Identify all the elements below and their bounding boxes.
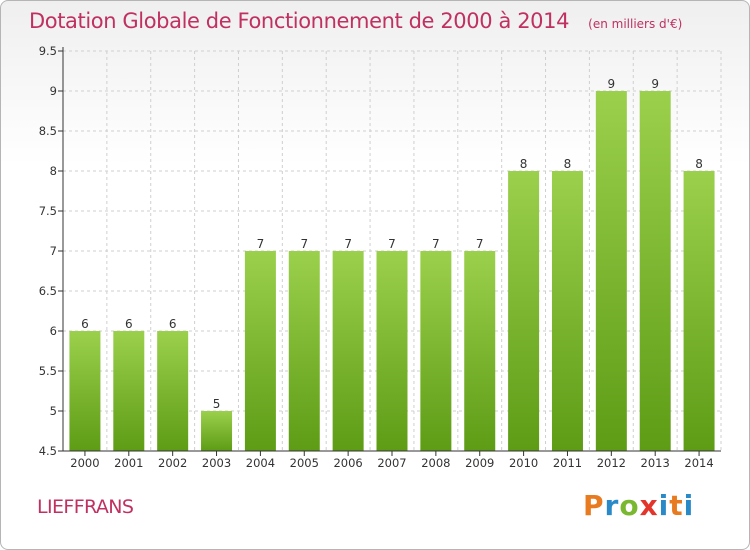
y-tick-label: 7 bbox=[50, 244, 57, 258]
y-tick-label: 5 bbox=[50, 404, 57, 418]
bar bbox=[464, 251, 496, 451]
data-label: 7 bbox=[257, 237, 265, 251]
bar bbox=[639, 91, 671, 451]
y-tick-label: 5.5 bbox=[39, 364, 57, 378]
bar bbox=[551, 171, 583, 451]
commune-name: LIEFFRANS bbox=[37, 496, 134, 518]
x-tick-label: 2014 bbox=[684, 456, 713, 470]
axis-layer: 4.5 5 5.5 6 6.5 7 7.5 8 8.5 9 9.5 2000 2001 2002 2003 2… bbox=[39, 44, 721, 470]
x-tick-label: 2010 bbox=[509, 456, 538, 470]
y-tick-label: 8.5 bbox=[39, 124, 57, 138]
data-label: 9 bbox=[651, 77, 659, 91]
logo-letter: o bbox=[619, 489, 640, 522]
y-tick-label: 6.5 bbox=[39, 284, 57, 298]
bar bbox=[332, 251, 364, 451]
y-tick-label: 9.5 bbox=[39, 44, 57, 58]
y-tick-label: 9 bbox=[50, 84, 57, 98]
logo-letter: t bbox=[669, 489, 684, 522]
data-label: 7 bbox=[344, 237, 352, 251]
data-label: 5 bbox=[213, 397, 221, 411]
bar bbox=[201, 411, 233, 451]
data-label: 9 bbox=[608, 77, 616, 91]
chart-unit: (en milliers d'€) bbox=[588, 17, 683, 31]
bar bbox=[288, 251, 320, 451]
bar bbox=[376, 251, 408, 451]
x-tick-label: 2012 bbox=[597, 456, 626, 470]
logo-letter: P bbox=[583, 489, 605, 522]
chart-title: Dotation Globale de Fonctionnement de 20… bbox=[29, 9, 570, 33]
data-label: 6 bbox=[81, 317, 89, 331]
bar bbox=[157, 331, 189, 451]
title-row: Dotation Globale de Fonctionnement de 20… bbox=[29, 9, 682, 33]
data-label: 8 bbox=[695, 157, 703, 171]
x-tick-label: 2011 bbox=[553, 456, 582, 470]
bar bbox=[420, 251, 452, 451]
logo-letter: r bbox=[604, 489, 620, 522]
x-tick-label: 2004 bbox=[246, 456, 275, 470]
y-tick-label: 8 bbox=[50, 164, 57, 178]
data-label: 6 bbox=[125, 317, 133, 331]
data-label: 7 bbox=[300, 237, 308, 251]
y-tick-label: 7.5 bbox=[39, 204, 57, 218]
y-tick-label: 4.5 bbox=[39, 444, 57, 458]
x-tick-label: 2008 bbox=[421, 456, 450, 470]
data-label: 7 bbox=[432, 237, 440, 251]
bar bbox=[595, 91, 627, 451]
data-label: 7 bbox=[476, 237, 484, 251]
x-tick-label: 2006 bbox=[333, 456, 362, 470]
x-tick-label: 2009 bbox=[465, 456, 494, 470]
data-label: 8 bbox=[520, 157, 528, 171]
bar bbox=[508, 171, 540, 451]
y-tick-label: 6 bbox=[50, 324, 57, 338]
x-tick-label: 2001 bbox=[114, 456, 143, 470]
x-tick-label: 2007 bbox=[377, 456, 406, 470]
x-tick-label: 2000 bbox=[70, 456, 99, 470]
logo-letter: i bbox=[683, 489, 695, 522]
data-label: 6 bbox=[169, 317, 177, 331]
logo-letter: i bbox=[658, 489, 670, 522]
data-label: 8 bbox=[564, 157, 572, 171]
x-tick-label: 2003 bbox=[202, 456, 231, 470]
proxiti-logo[interactable]: Proxiti bbox=[583, 489, 694, 522]
bar-layer: 6 6 6 5 7 7 7 7 7 7 8 8 9 9 8 bbox=[69, 77, 715, 451]
bar bbox=[683, 171, 715, 451]
x-tick-label: 2013 bbox=[641, 456, 670, 470]
data-label: 7 bbox=[388, 237, 396, 251]
bar bbox=[69, 331, 101, 451]
logo-letter: x bbox=[639, 489, 659, 522]
bar bbox=[113, 331, 145, 451]
bar bbox=[244, 251, 276, 451]
x-tick-label: 2005 bbox=[290, 456, 319, 470]
x-tick-label: 2002 bbox=[158, 456, 187, 470]
